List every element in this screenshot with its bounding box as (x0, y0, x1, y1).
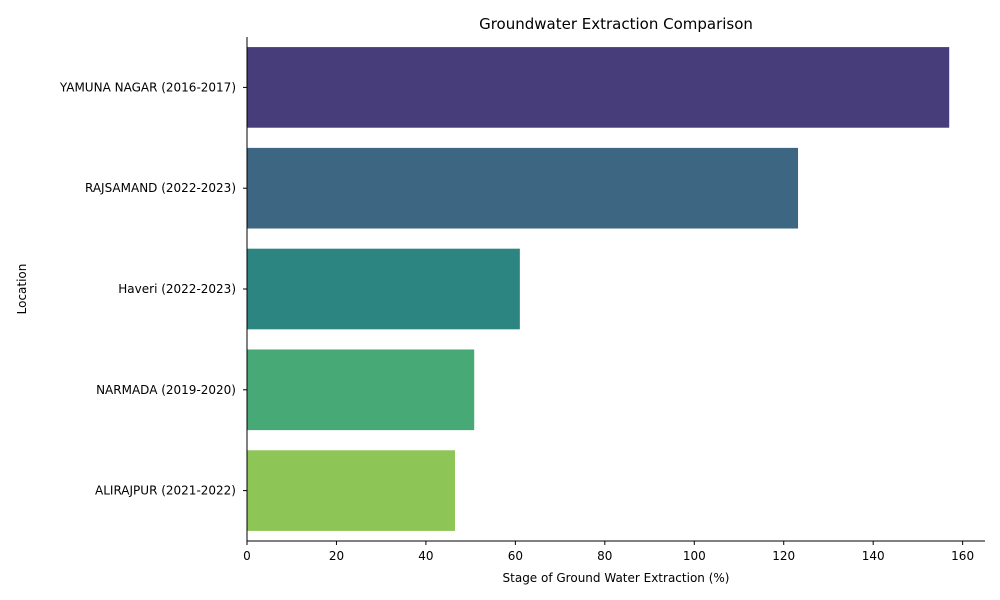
x-axis-label: Stage of Ground Water Extraction (%) (503, 571, 730, 585)
y-tick-labels: YAMUNA NAGAR (2016-2017) RAJSAMAND (2022-… (59, 80, 247, 498)
y-tick-label-2: Haveri (2022-2023) (118, 282, 236, 296)
bar-1 (247, 147, 799, 229)
bar-4 (247, 450, 455, 531)
bars-group (247, 47, 950, 531)
bar-3 (247, 349, 475, 431)
bar-2 (247, 248, 520, 330)
y-tick-label-4: ALIRAJPUR (2021-2022) (95, 484, 236, 498)
x-tick-label-8: 160 (951, 549, 974, 563)
bar-0 (247, 47, 950, 128)
y-tick-label-3: NARMADA (2019-2020) (96, 383, 236, 397)
x-tick-label-5: 100 (683, 549, 706, 563)
y-axis-label: Location (15, 264, 29, 315)
x-tick-label-6: 120 (772, 549, 795, 563)
x-tick-label-4: 80 (597, 549, 612, 563)
x-tick-label-1: 20 (329, 549, 344, 563)
x-tick-label-3: 60 (508, 549, 523, 563)
x-tick-label-0: 0 (243, 549, 251, 563)
y-tick-label-1: RAJSAMAND (2022-2023) (85, 181, 236, 195)
x-tick-label-7: 140 (862, 549, 885, 563)
chart-title: Groundwater Extraction Comparison (479, 15, 753, 33)
x-tick-label-2: 40 (418, 549, 433, 563)
y-tick-label-0: YAMUNA NAGAR (2016-2017) (59, 80, 236, 94)
x-ticks: 0 20 40 60 80 100 120 140 160 (243, 541, 974, 563)
